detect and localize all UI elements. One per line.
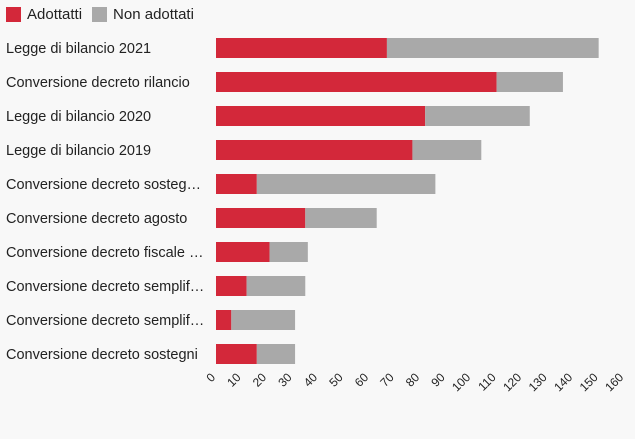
bar-segment-non-adottati[interactable] — [269, 242, 308, 262]
x-tick-label: 160 — [602, 370, 626, 394]
bar-segment-non-adottati[interactable] — [256, 174, 436, 194]
x-tick-label: 120 — [500, 370, 524, 394]
category-label: Legge di bilancio 2020 — [6, 109, 151, 125]
legend-swatch-non-adottati — [92, 6, 108, 22]
bar-segment-non-adottati[interactable] — [496, 72, 563, 92]
category-label: Legge di bilancio 2019 — [6, 143, 151, 159]
bar-segment-adottatti[interactable] — [216, 276, 247, 296]
x-tick-label: 0 — [203, 370, 218, 385]
x-tick-label: 70 — [377, 370, 397, 390]
legend-swatch-adottatti — [6, 6, 21, 22]
bar-segment-adottatti[interactable] — [216, 140, 413, 160]
bar-segment-non-adottati[interactable] — [305, 208, 377, 228]
x-tick-label: 130 — [526, 370, 550, 394]
category-label: Conversione decreto semplif… — [6, 279, 204, 295]
x-tick-label: 110 — [475, 370, 499, 394]
category-label: Conversione decreto agosto — [6, 211, 187, 227]
bar-segment-adottatti[interactable] — [216, 38, 387, 58]
bar-segment-non-adottati[interactable] — [386, 38, 599, 58]
x-tick-label: 100 — [449, 370, 473, 394]
bar-segment-adottatti[interactable] — [216, 310, 232, 330]
bar-segment-adottatti[interactable] — [216, 72, 497, 92]
bar-segment-adottatti[interactable] — [216, 208, 306, 228]
x-tick-label: 40 — [301, 370, 321, 390]
x-tick-label: 140 — [551, 370, 575, 394]
bar-segment-non-adottati[interactable] — [412, 140, 482, 160]
legend-item-non-adottati[interactable]: Non adottati — [92, 6, 194, 23]
bar-segment-non-adottati[interactable] — [425, 106, 530, 126]
bar-segment-adottatti[interactable] — [216, 242, 270, 262]
legend-label-adottatti: Adottatti — [27, 5, 83, 23]
bar-segment-non-adottati[interactable] — [246, 276, 306, 296]
legend-item-adottatti[interactable]: Adottatti — [6, 6, 82, 23]
bar-segment-adottatti[interactable] — [216, 174, 257, 194]
x-tick-label: 50 — [326, 370, 346, 390]
x-tick-label: 30 — [275, 370, 295, 390]
category-label: Conversione decreto sostegni — [6, 347, 198, 363]
x-tick-label: 90 — [428, 370, 448, 390]
category-label: Legge di bilancio 2021 — [6, 41, 151, 57]
x-tick-label: 20 — [250, 370, 270, 390]
category-label: Conversione decreto rilancio — [6, 75, 190, 91]
bar-segment-adottatti[interactable] — [216, 344, 257, 364]
bar-segment-adottatti[interactable] — [216, 106, 426, 126]
x-tick-label: 150 — [577, 370, 601, 394]
x-tick-label: 10 — [224, 370, 244, 390]
legend: Adottatti Non adottati — [6, 5, 204, 23]
bar-segment-non-adottati[interactable] — [231, 310, 296, 330]
legend-label-non-adottati: Non adottati — [113, 5, 194, 23]
category-label: Conversione decreto sosteg… — [6, 177, 201, 193]
x-tick-label: 80 — [403, 370, 423, 390]
category-label: Conversione decreto semplif… — [6, 313, 204, 329]
category-label: Conversione decreto fiscale … — [6, 245, 203, 261]
bar-segment-non-adottati[interactable] — [256, 344, 296, 364]
x-tick-label: 60 — [352, 370, 372, 390]
